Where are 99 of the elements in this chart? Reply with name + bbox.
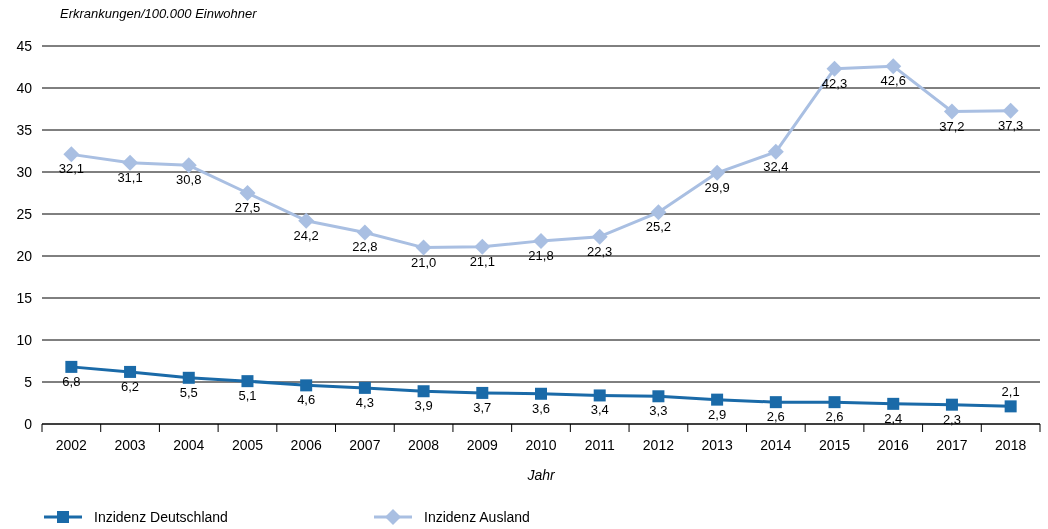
data-label: 2,1: [1001, 384, 1020, 400]
x-tick-label: 2008: [408, 437, 440, 453]
legend-label: Inzidenz Deutschland: [94, 509, 228, 525]
x-tick-label: 2013: [701, 437, 733, 453]
data-label: 2,6: [766, 409, 785, 425]
point: [356, 224, 373, 241]
x-tick-label: 2009: [466, 437, 499, 453]
point: [769, 396, 782, 409]
point: [300, 379, 313, 392]
data-label: 6,8: [62, 373, 81, 389]
data-label: 31,1: [117, 169, 143, 185]
data-label: 30,8: [176, 172, 202, 188]
point: [298, 212, 315, 229]
x-tick-label: 2003: [114, 437, 146, 453]
point: [887, 397, 900, 410]
point: [65, 360, 78, 373]
data-label: 3,9: [414, 398, 433, 414]
point: [945, 398, 958, 411]
point: [535, 387, 547, 400]
y-tick-label: 30: [16, 164, 33, 180]
data-label: 27,5: [234, 200, 261, 215]
data-label: 3,4: [590, 402, 609, 418]
data-label: 2,4: [884, 410, 903, 426]
point: [122, 154, 139, 171]
point: [885, 58, 902, 75]
point: [650, 204, 667, 221]
data-label: 3,7: [473, 399, 492, 415]
point: [180, 157, 197, 174]
x-tick-label: 2010: [525, 437, 557, 453]
data-label: 3,3: [649, 403, 668, 419]
data-label: 32,4: [763, 158, 789, 174]
point: [417, 385, 430, 398]
data-label: 22,8: [352, 239, 378, 255]
data-label: 37,3: [997, 117, 1024, 133]
data-label: 2,9: [708, 406, 727, 422]
point: [1004, 400, 1017, 413]
point: [415, 239, 432, 256]
data-label: 24,2: [293, 227, 319, 243]
data-label: 25,2: [645, 219, 672, 235]
point: [943, 103, 960, 120]
point: [828, 396, 841, 409]
point: [476, 386, 489, 399]
x-tick-label: 2017: [936, 437, 968, 453]
data-label: 42,3: [821, 75, 848, 91]
point: [709, 164, 726, 181]
data-label: 6,2: [121, 378, 140, 394]
x-tick-label: 2015: [818, 437, 851, 453]
point: [239, 185, 256, 201]
y-tick-label: 20: [16, 248, 33, 264]
y-tick-label: 5: [24, 374, 33, 390]
point: [1002, 102, 1019, 119]
y-tick-label: 35: [16, 122, 33, 138]
point: [711, 393, 724, 406]
y-axis-title: Erkrankungen/100.000 Einwohner: [60, 6, 258, 21]
x-tick-label: 2011: [584, 437, 615, 453]
x-tick-label: 2002: [55, 437, 88, 453]
data-label: 4,6: [297, 392, 316, 408]
data-label: 21,8: [528, 247, 554, 263]
data-label: 4,3: [355, 394, 374, 410]
y-tick-label: 0: [24, 416, 33, 432]
data-label: 3,6: [531, 400, 551, 416]
x-axis-title: Jahr: [526, 467, 556, 483]
data-label: 37,2: [939, 118, 965, 134]
x-tick-label: 2018: [995, 437, 1027, 453]
x-tick-label: 2007: [349, 437, 381, 453]
point: [182, 371, 195, 384]
y-tick-label: 40: [16, 80, 33, 96]
point: [474, 238, 491, 255]
y-tick-label: 10: [16, 332, 33, 348]
x-tick-label: 2014: [760, 437, 792, 453]
x-tick-label: 2012: [642, 437, 675, 453]
data-label: 32,1: [58, 161, 85, 177]
point: [358, 381, 371, 394]
point: [124, 365, 137, 378]
y-tick-label: 15: [16, 290, 33, 306]
point: [241, 375, 254, 388]
legend-label: Inzidenz Ausland: [424, 509, 530, 525]
point: [63, 146, 80, 163]
point: [652, 390, 665, 403]
y-tick-label: 45: [16, 38, 33, 54]
data-label: 21,0: [410, 254, 437, 270]
point: [767, 143, 784, 160]
data-label: 2,6: [825, 409, 844, 425]
data-label: 2,3: [942, 411, 961, 427]
x-tick-label: 2004: [173, 437, 205, 453]
x-tick-label: 2005: [231, 437, 264, 453]
point: [533, 232, 549, 249]
data-label: 29,9: [704, 179, 730, 195]
y-tick-label: 25: [16, 206, 33, 222]
point: [593, 389, 606, 402]
data-label: 5,1: [238, 388, 257, 404]
data-label: 22,3: [587, 243, 613, 259]
data-label: 21,1: [469, 253, 495, 269]
data-label: 42,6: [880, 73, 906, 89]
point: [591, 228, 608, 245]
x-tick-label: 2016: [877, 437, 910, 453]
point: [826, 60, 843, 77]
data-label: 5,5: [179, 384, 198, 400]
x-tick-label: 2006: [290, 437, 322, 453]
